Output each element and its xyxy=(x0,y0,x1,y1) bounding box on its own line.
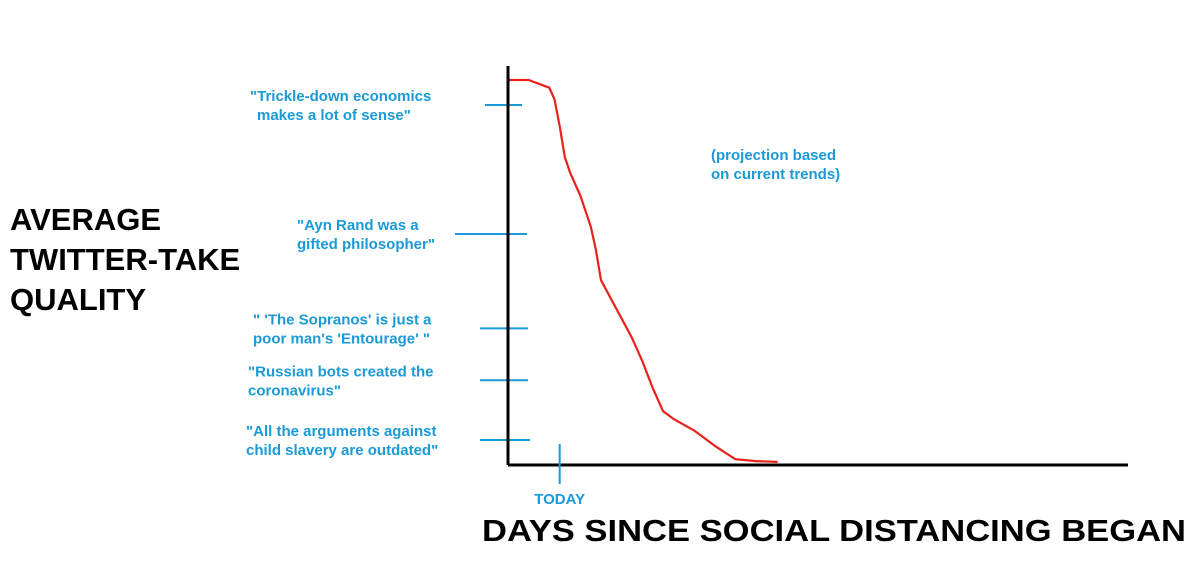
annotation-text: (projection based on current trends) xyxy=(711,147,840,183)
series-line xyxy=(506,78,778,463)
y-tick-label: "Ayn Rand was a gifted philosopher" xyxy=(297,217,435,253)
series-line-path xyxy=(506,78,778,463)
axes xyxy=(506,66,1128,467)
y-axis-label-line: AVERAGE xyxy=(10,202,161,237)
y-ticks xyxy=(455,104,530,441)
y-axis-label-line: QUALITY xyxy=(10,282,146,317)
y-tick-label: " 'The Sopranos' is just a poor man's 'En… xyxy=(253,311,432,347)
y-tick-label: "Trickle-down economics makes a lot of se… xyxy=(250,88,431,124)
y-axis-label: AVERAGE TWITTER-TAKE QUALITY xyxy=(10,202,240,317)
x-tick-label: TODAY xyxy=(534,491,585,508)
projection-annotation: (projection based on current trends) xyxy=(711,147,840,183)
x-tick: TODAY xyxy=(534,444,585,508)
x-axis-label-text: DAYS SINCE SOCIAL DISTANCING BEGAN xyxy=(482,513,1186,548)
y-tick-labels: "Trickle-down economics makes a lot of se… xyxy=(246,88,438,459)
y-tick-label: "All the arguments against child slavery … xyxy=(246,423,438,459)
y-axis-label-line: TWITTER-TAKE xyxy=(10,242,240,277)
y-tick-label: "Russian bots created the coronavirus" xyxy=(248,363,434,399)
x-axis-label: DAYS SINCE SOCIAL DISTANCING BEGAN xyxy=(482,513,1186,548)
